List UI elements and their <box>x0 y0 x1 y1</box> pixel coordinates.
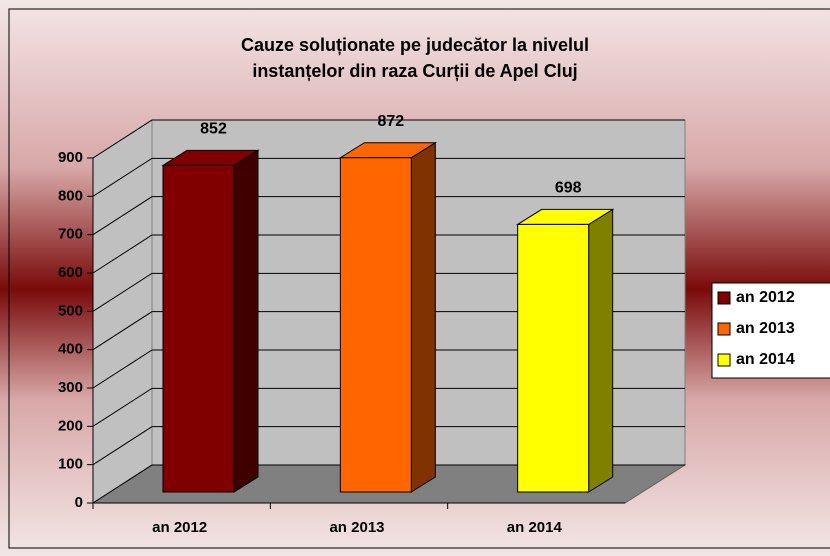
grid-line <box>92 349 685 389</box>
x-tick-label: an 2013 <box>329 519 384 536</box>
grid-line <box>92 196 685 236</box>
legend-label: an 2012 <box>736 289 795 306</box>
grid-line <box>92 426 685 466</box>
value-label: 698 <box>555 180 582 197</box>
grid-line <box>92 311 685 351</box>
y-tick-label: 0 <box>75 494 83 511</box>
chart-title: Cauze soluționate pe judecător la nivelu… <box>241 35 589 55</box>
y-tick-label: 200 <box>58 417 83 434</box>
y-tick-label: 400 <box>58 341 83 358</box>
x-tick-label: an 2014 <box>507 519 563 536</box>
chart-frame <box>8 8 830 549</box>
bar <box>517 223 590 493</box>
grid-line <box>92 387 685 427</box>
y-tick-label: 700 <box>58 226 83 243</box>
legend-swatch <box>717 353 731 367</box>
y-tick-label: 300 <box>58 379 83 396</box>
legend-label: an 2013 <box>736 320 795 337</box>
grid-line <box>92 272 685 312</box>
grid-line <box>92 234 685 274</box>
legend-swatch <box>717 291 731 305</box>
y-tick-label: 800 <box>58 187 83 204</box>
bar <box>162 164 235 493</box>
bar-side <box>233 149 259 493</box>
y-tick-label: 100 <box>58 456 83 473</box>
y-tick-label: 600 <box>58 264 83 281</box>
grid-line <box>92 464 685 504</box>
value-label: 872 <box>377 113 404 130</box>
grid-line <box>92 119 685 159</box>
bar <box>339 157 412 493</box>
legend <box>711 282 830 379</box>
grid-line <box>92 157 685 197</box>
bar-side <box>588 208 614 493</box>
y-tick-label: 900 <box>58 149 83 166</box>
x-tick-label: an 2012 <box>152 519 207 536</box>
value-label: 852 <box>200 121 227 138</box>
bar-side <box>410 141 436 493</box>
chart-title: instanțelor din raza Curții de Apel Cluj <box>252 61 577 81</box>
y-tick-label: 500 <box>58 302 83 319</box>
legend-swatch <box>717 322 731 336</box>
legend-label: an 2014 <box>736 351 795 368</box>
